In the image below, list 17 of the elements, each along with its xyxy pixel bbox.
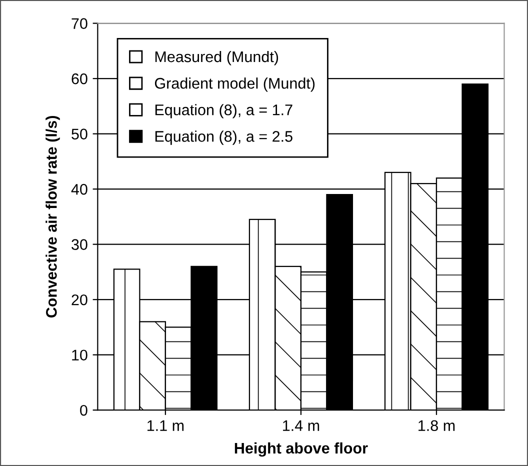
legend-label: Measured (Mundt) (155, 50, 278, 66)
y-tick-label: 10 (72, 350, 88, 361)
legend-label: Gradient model (Mundt) (154, 78, 315, 92)
legend-label: Equation (8), a = 1.7 (155, 104, 292, 118)
y-tick-label: 20 (72, 294, 88, 306)
y-tick-label: 70 (72, 18, 88, 29)
y-tick-label: 60 (72, 73, 88, 84)
y-tick-label: 30 (72, 239, 88, 250)
x-axis-title: Height above floor (234, 442, 368, 457)
y-tick-label: 0 (80, 404, 88, 416)
y-tick-label: 40 (71, 184, 88, 195)
y-tick-label: 50 (72, 128, 88, 140)
legend-label: Equation (8), a = 2.5 (155, 130, 292, 145)
x-tick-label: 1.4 m (283, 420, 320, 431)
x-tick-label: 1.8 m (418, 420, 455, 432)
x-tick-label: 1.1 m (148, 420, 184, 431)
y-axis-title: Convective air flow rate (l/s) (46, 116, 60, 318)
